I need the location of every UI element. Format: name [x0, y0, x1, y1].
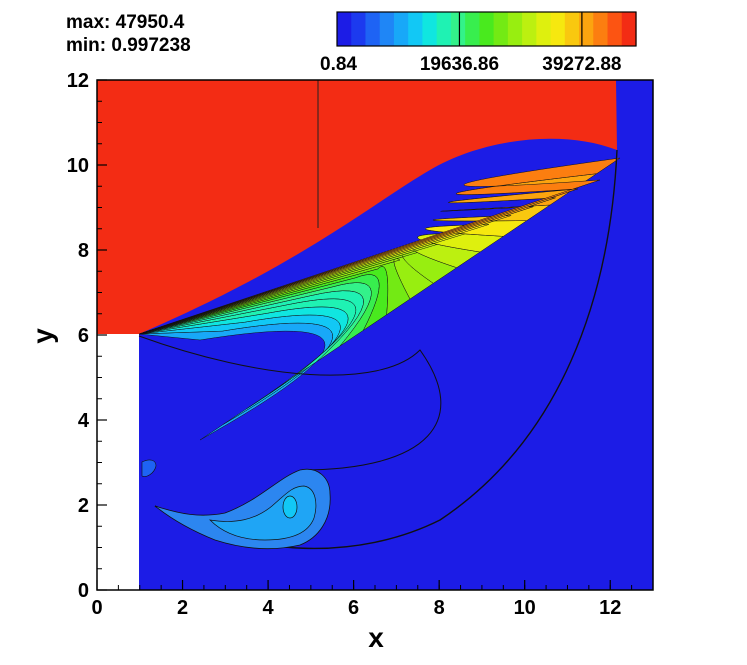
colorbar-swatch — [408, 12, 424, 46]
x-tick-label: 8 — [434, 597, 445, 619]
colorbar-swatch — [579, 12, 594, 46]
colorbar-swatch — [379, 12, 395, 46]
colorbar-tick-label-min: 0.84 — [320, 54, 357, 75]
min-value-label: min: 0.997238 — [66, 35, 191, 56]
max-value-label: max: 47950.4 — [66, 12, 185, 33]
colorbar-tick-label-mid: 19636.86 — [419, 54, 500, 75]
x-tick-label: 12 — [599, 597, 621, 619]
colorbar-tick-label-high: 39272.88 — [542, 54, 622, 75]
contour-field — [97, 80, 653, 590]
colorbar-swatch — [479, 12, 495, 46]
colorbar-swatch — [493, 12, 509, 46]
colorbar-swatch — [450, 12, 466, 46]
colorbar-swatch — [351, 12, 367, 46]
colorbar-frame — [336, 11, 637, 47]
colorbar-swatch — [621, 12, 637, 46]
colorbar-swatch — [465, 12, 480, 46]
colorbar-swatch — [607, 12, 623, 46]
y-tick-label: 10 — [67, 155, 89, 177]
y-tick-label: 2 — [78, 495, 89, 517]
colorbar-swatch — [393, 12, 409, 46]
x-tick-label: 10 — [514, 597, 536, 619]
contact-boundary — [138, 335, 442, 471]
colorbar-swatch — [507, 12, 523, 46]
colorbar-swatch — [337, 12, 352, 46]
x-tick-label: 2 — [177, 597, 188, 619]
colorbar — [336, 11, 637, 47]
y-tick-label: 12 — [67, 70, 89, 92]
x-tick-label: 6 — [348, 597, 359, 619]
colorbar-swatch — [564, 12, 580, 46]
high-value-region — [97, 80, 617, 334]
colorbar-swatch — [550, 12, 566, 46]
x-tick-label: 0 — [91, 597, 102, 619]
axes: 0 2 4 6 8 10 12 0 2 4 6 8 10 12 x y — [27, 70, 654, 653]
colorbar-swatch — [365, 12, 381, 46]
x-axis-label: x — [368, 622, 384, 653]
colorbar-swatch — [593, 12, 609, 46]
pocket-core — [282, 495, 298, 519]
x-tick-label: 4 — [263, 597, 275, 619]
y-axis-label: y — [27, 328, 58, 344]
colorbar-swatch — [522, 12, 537, 46]
corner-spot — [141, 459, 157, 477]
colorbar-swatch — [536, 12, 552, 46]
contour-bands — [138, 149, 621, 550]
y-tick-label: 4 — [78, 410, 90, 432]
y-tick-label: 8 — [78, 240, 89, 262]
contour-band — [138, 157, 621, 335]
step-cutout — [97, 334, 139, 590]
y-tick-label: 6 — [78, 325, 89, 347]
y-tick-label: 0 — [78, 580, 89, 602]
colorbar-swatch — [422, 12, 438, 46]
colorbar-swatch — [436, 12, 452, 46]
